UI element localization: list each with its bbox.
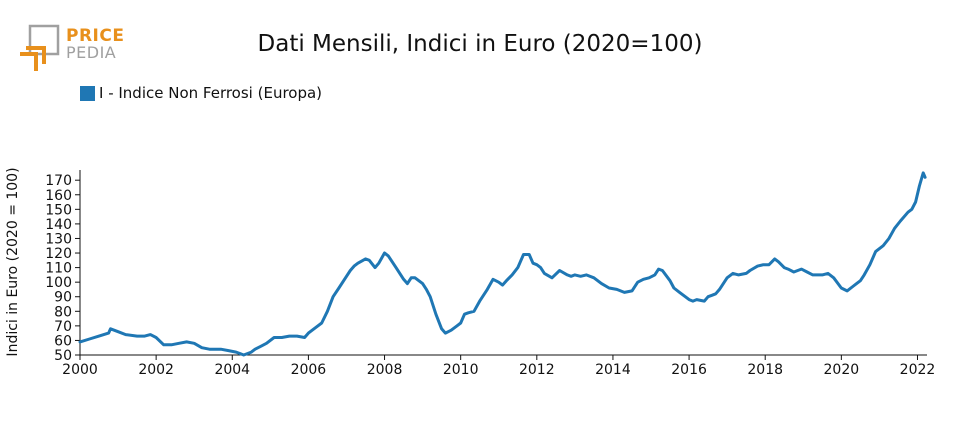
- x-tick: 2008: [367, 355, 403, 378]
- x-tick: 2006: [291, 355, 327, 378]
- y-tick: 170: [45, 173, 80, 189]
- y-tick-label: 90: [54, 290, 72, 306]
- y-tick-label: 80: [54, 304, 72, 320]
- y-tick-label: 60: [54, 333, 72, 349]
- x-tick-label: 2004: [214, 362, 250, 378]
- y-tick-label: 130: [45, 231, 72, 247]
- y-tick: 150: [45, 202, 80, 218]
- y-tick: 130: [45, 231, 80, 247]
- x-tick-label: 2008: [367, 362, 403, 378]
- x-tick: 2016: [671, 355, 707, 378]
- y-tick: 80: [54, 304, 80, 320]
- logo-text-pedia: PEDIA: [66, 43, 117, 62]
- series-line: [78, 171, 927, 357]
- legend-swatch: [80, 85, 95, 101]
- y-tick-label: 170: [45, 173, 72, 189]
- y-tick: 50: [54, 348, 80, 364]
- x-tick: 2000: [62, 355, 98, 378]
- y-tick-label: 100: [45, 275, 72, 291]
- y-tick: 100: [45, 275, 80, 291]
- y-tick: 60: [54, 333, 80, 349]
- chart-title: Dati Mensili, Indici in Euro (2020=100): [257, 31, 703, 57]
- y-tick-label: 50: [54, 348, 72, 364]
- y-tick: 90: [54, 290, 80, 306]
- pricepedia-logo: PRICE PEDIA: [18, 24, 128, 74]
- x-tick-label: 2018: [747, 362, 783, 378]
- y-tick: 110: [45, 261, 80, 277]
- x-tick: 2004: [214, 355, 250, 378]
- x-tick-label: 2000: [62, 362, 98, 378]
- x-tick-label: 2016: [671, 362, 707, 378]
- x-tick-label: 2010: [443, 362, 479, 378]
- x-tick: 2010: [443, 355, 479, 378]
- y-tick-label: 110: [45, 261, 72, 277]
- legend[interactable]: I - Indice Non Ferrosi (Europa): [80, 84, 322, 102]
- y-axis-label: Indici in Euro (2020 = 100): [5, 167, 21, 356]
- y-tick-label: 70: [54, 319, 72, 335]
- x-tick: 2022: [900, 355, 936, 378]
- y-tick-label: 160: [45, 188, 72, 204]
- y-tick: 140: [45, 217, 80, 233]
- x-tick-label: 2014: [595, 362, 631, 378]
- x-tick: 2020: [824, 355, 860, 378]
- y-tick-label: 120: [45, 246, 72, 262]
- y-tick: 160: [45, 188, 80, 204]
- x-tick-label: 2002: [138, 362, 174, 378]
- x-tick: 2002: [138, 355, 174, 378]
- logo-mark-icon: [20, 24, 60, 71]
- x-tick-label: 2022: [900, 362, 936, 378]
- x-tick: 2018: [747, 355, 783, 378]
- logo-text-price: PRICE: [66, 26, 125, 46]
- x-tick-label: 2012: [519, 362, 555, 378]
- y-tick-label: 150: [45, 202, 72, 218]
- x-tick-label: 2020: [824, 362, 860, 378]
- x-axis: 2000 2002 2004 2006 2008 2010 2012 2014 2016 2018…: [62, 354, 936, 378]
- y-tick: 120: [45, 246, 80, 262]
- y-tick-label: 140: [45, 217, 72, 233]
- x-tick: 2012: [519, 355, 555, 378]
- legend-label: I - Indice Non Ferrosi (Europa): [99, 84, 323, 102]
- x-tick-label: 2006: [291, 362, 327, 378]
- y-tick: 70: [54, 319, 80, 335]
- x-tick: 2014: [595, 355, 631, 378]
